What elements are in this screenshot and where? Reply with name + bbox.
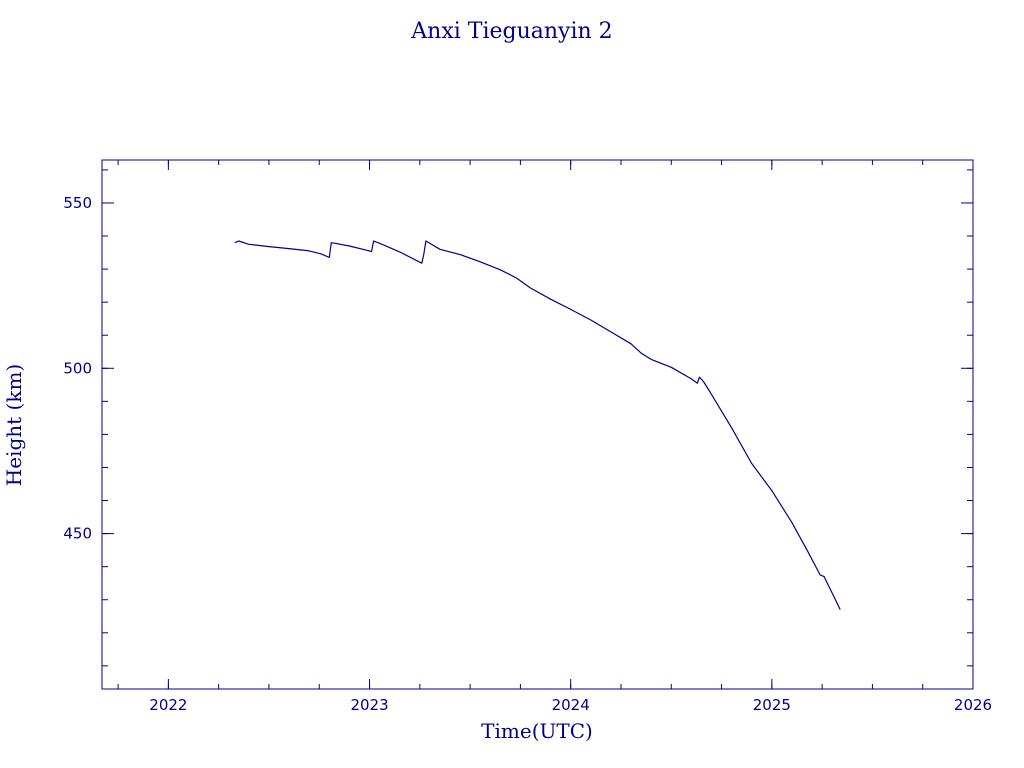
y-tick-label: 550 [63, 194, 92, 212]
x-tick-label: 2026 [954, 696, 992, 714]
chart-title: Anxi Tieguanyin 2 [410, 19, 612, 44]
x-tick-label: 2022 [149, 696, 187, 714]
plot-frame [101, 159, 974, 690]
y-tick-label: 500 [63, 359, 92, 377]
height-series-line [234, 240, 841, 610]
y-tick-label: 450 [63, 525, 92, 543]
x-tick-label: 2024 [552, 696, 590, 714]
axis-ticks [102, 160, 974, 689]
x-tick-label: 2025 [753, 696, 791, 714]
tick-labels: 2022 2023 2024 2025 2026 450 500 550 [63, 194, 992, 714]
x-tick-label: 2023 [350, 696, 388, 714]
x-axis-label: Time(UTC) [481, 719, 593, 743]
y-axis-label: Height (km) [2, 364, 26, 486]
